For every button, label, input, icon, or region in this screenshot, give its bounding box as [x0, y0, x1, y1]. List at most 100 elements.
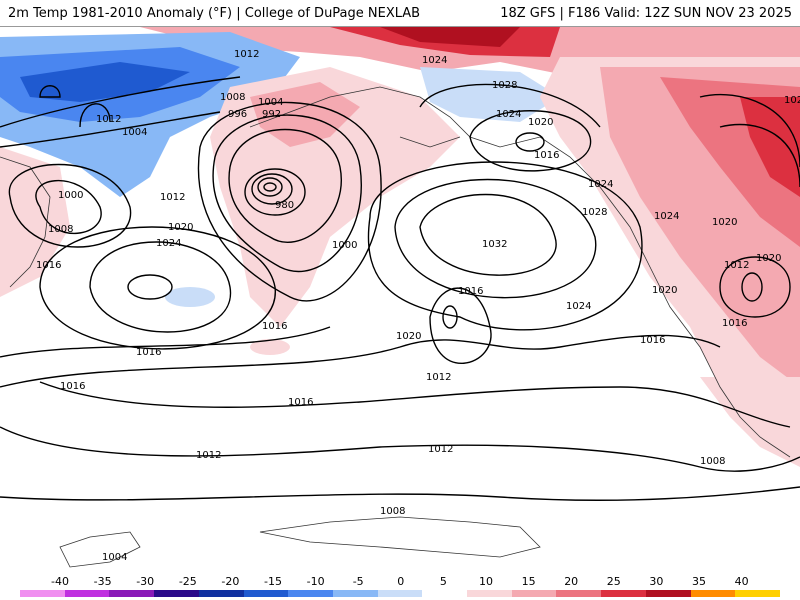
cold-anomaly-region	[165, 287, 215, 307]
isobar-label: 1024	[588, 179, 613, 190]
coastline	[249, 86, 791, 458]
map-title: 2m Temp 1981-2010 Anomaly (°F) | College…	[8, 6, 421, 21]
isobar	[79, 103, 111, 128]
isobar-label: 1008	[700, 456, 725, 467]
isobar	[429, 287, 492, 364]
coastline	[259, 516, 541, 558]
colorbar-tick-label: -15	[264, 575, 282, 588]
colorbar-swatch	[198, 590, 245, 597]
warm-anomaly-region	[380, 27, 520, 47]
map-header: 2m Temp 1981-2010 Anomaly (°F) | College…	[0, 0, 800, 27]
isobar-label: 1012	[234, 49, 259, 60]
isobar-label: 1020	[168, 222, 193, 233]
isobar	[699, 93, 800, 168]
isobar-label: 1016	[262, 321, 287, 332]
isobar-label: 1012	[160, 192, 185, 203]
colorbar-tick-label: -30	[136, 575, 155, 588]
isobar-label: 1024	[784, 95, 800, 106]
isobar	[419, 193, 557, 276]
isobar	[0, 334, 721, 388]
isobar	[35, 180, 102, 234]
isobar	[244, 168, 306, 216]
isobar-label: 1012	[724, 260, 749, 271]
isobar-label: 1008	[380, 506, 405, 517]
isobar	[197, 101, 382, 302]
isobar-label: 1016	[722, 318, 747, 329]
coastline	[59, 531, 141, 568]
isobar-label: 1008	[220, 92, 245, 103]
isobar-label: 1020	[756, 253, 781, 264]
colorbar-swatch	[601, 590, 647, 597]
colorbar-swatch	[690, 590, 736, 597]
isobar	[263, 182, 277, 192]
isobar	[719, 123, 800, 188]
isobar-label: 1032	[482, 239, 507, 250]
isobar-label: 1004	[102, 552, 127, 563]
isobar-label: 1016	[534, 150, 559, 161]
colorbar-swatch	[154, 590, 200, 597]
isobar-label: 1024	[156, 238, 181, 249]
isobar-label: 1024	[654, 211, 679, 222]
colorbar-tick-label: -25	[178, 575, 197, 588]
colorbar-tick-label: -10	[306, 575, 325, 588]
colorbar-swatch	[243, 590, 289, 597]
colorbar-tick-labels: -40 -35 -30 -25 -20 -15 -10 -5 0 5 10 15 20 25 30 35 40	[0, 575, 800, 588]
isobar	[8, 163, 132, 248]
colorbar-tick-label: 0	[397, 575, 405, 588]
isobar-label: 1016	[458, 286, 483, 297]
isobar-labels: 1012 1008 1004 996 992 1012 1004 980 1000 1008 101…	[36, 49, 800, 563]
colorbar-swatch	[422, 590, 468, 597]
isobar	[469, 110, 592, 172]
coastline	[399, 136, 461, 148]
coastlines	[0, 86, 791, 568]
isobar-label: 996	[228, 109, 247, 120]
warm-anomaly-region	[250, 339, 290, 355]
weather-map: 1012 1008 1004 996 992 1012 1004 980 1000 1008 101…	[0, 27, 800, 575]
isobar	[719, 256, 791, 318]
isobar-label: 1016	[288, 397, 313, 408]
colorbar-swatch	[109, 590, 155, 597]
isobar	[257, 177, 283, 197]
colorbar-tick-label: -20	[221, 575, 240, 588]
isobar-label: 1012	[96, 114, 121, 125]
colorbar-swatch	[377, 590, 423, 597]
isobar-label: 1000	[332, 240, 357, 251]
colorbar-tick-label: 20	[564, 575, 579, 588]
isobar-label: 1024	[496, 109, 521, 120]
colorbar-tick-label: -35	[93, 575, 112, 588]
isobar	[39, 226, 276, 350]
warm-anomaly-region	[700, 377, 800, 467]
isobar-label: 1012	[196, 450, 221, 461]
colorbar-swatch	[556, 590, 602, 597]
model-run-info: 18Z GFS | F186 Valid: 12Z SUN NOV 23 202…	[500, 6, 792, 21]
colorbar-tick-label: 30	[649, 575, 664, 588]
isobar-label: 1020	[396, 331, 421, 342]
colorbar-swatch	[64, 590, 110, 597]
isobar-label: 1024	[566, 301, 591, 312]
isobar-label: 1028	[492, 80, 517, 91]
colorbar-tick-label: 10	[479, 575, 493, 588]
isobar	[367, 161, 643, 331]
colorbar-tick-label: 15	[521, 575, 536, 588]
warm-anomaly-region	[0, 147, 70, 297]
isobar	[251, 173, 293, 205]
warm-anomaly-region	[250, 82, 360, 147]
colorbar-swatch	[288, 590, 334, 597]
colorbar-tick-label: -5	[352, 575, 364, 588]
isobar-label: 1020	[652, 285, 677, 296]
colorbar-swatch	[735, 590, 781, 597]
isobar-label: 1016	[640, 335, 665, 346]
isobar-label: 1012	[428, 444, 453, 455]
isobar	[89, 241, 231, 333]
isobar-label: 1004	[258, 97, 283, 108]
anomaly-colorbar: -40 -35 -30 -25 -20 -15 -10 -5 0 5 10 15 20 25 30 35 40	[0, 575, 800, 600]
isobar-label: 992	[262, 109, 281, 120]
colorbar-swatch	[511, 590, 557, 597]
colorbar-swatch	[20, 590, 66, 597]
colorbar-tick-label: 25	[606, 575, 621, 588]
colorbar-swatch	[467, 590, 513, 597]
isobar-label: 980	[275, 200, 294, 211]
isobar-label: 1020	[528, 117, 553, 128]
isobar	[127, 274, 173, 300]
isobar-label: 1016	[36, 260, 61, 271]
